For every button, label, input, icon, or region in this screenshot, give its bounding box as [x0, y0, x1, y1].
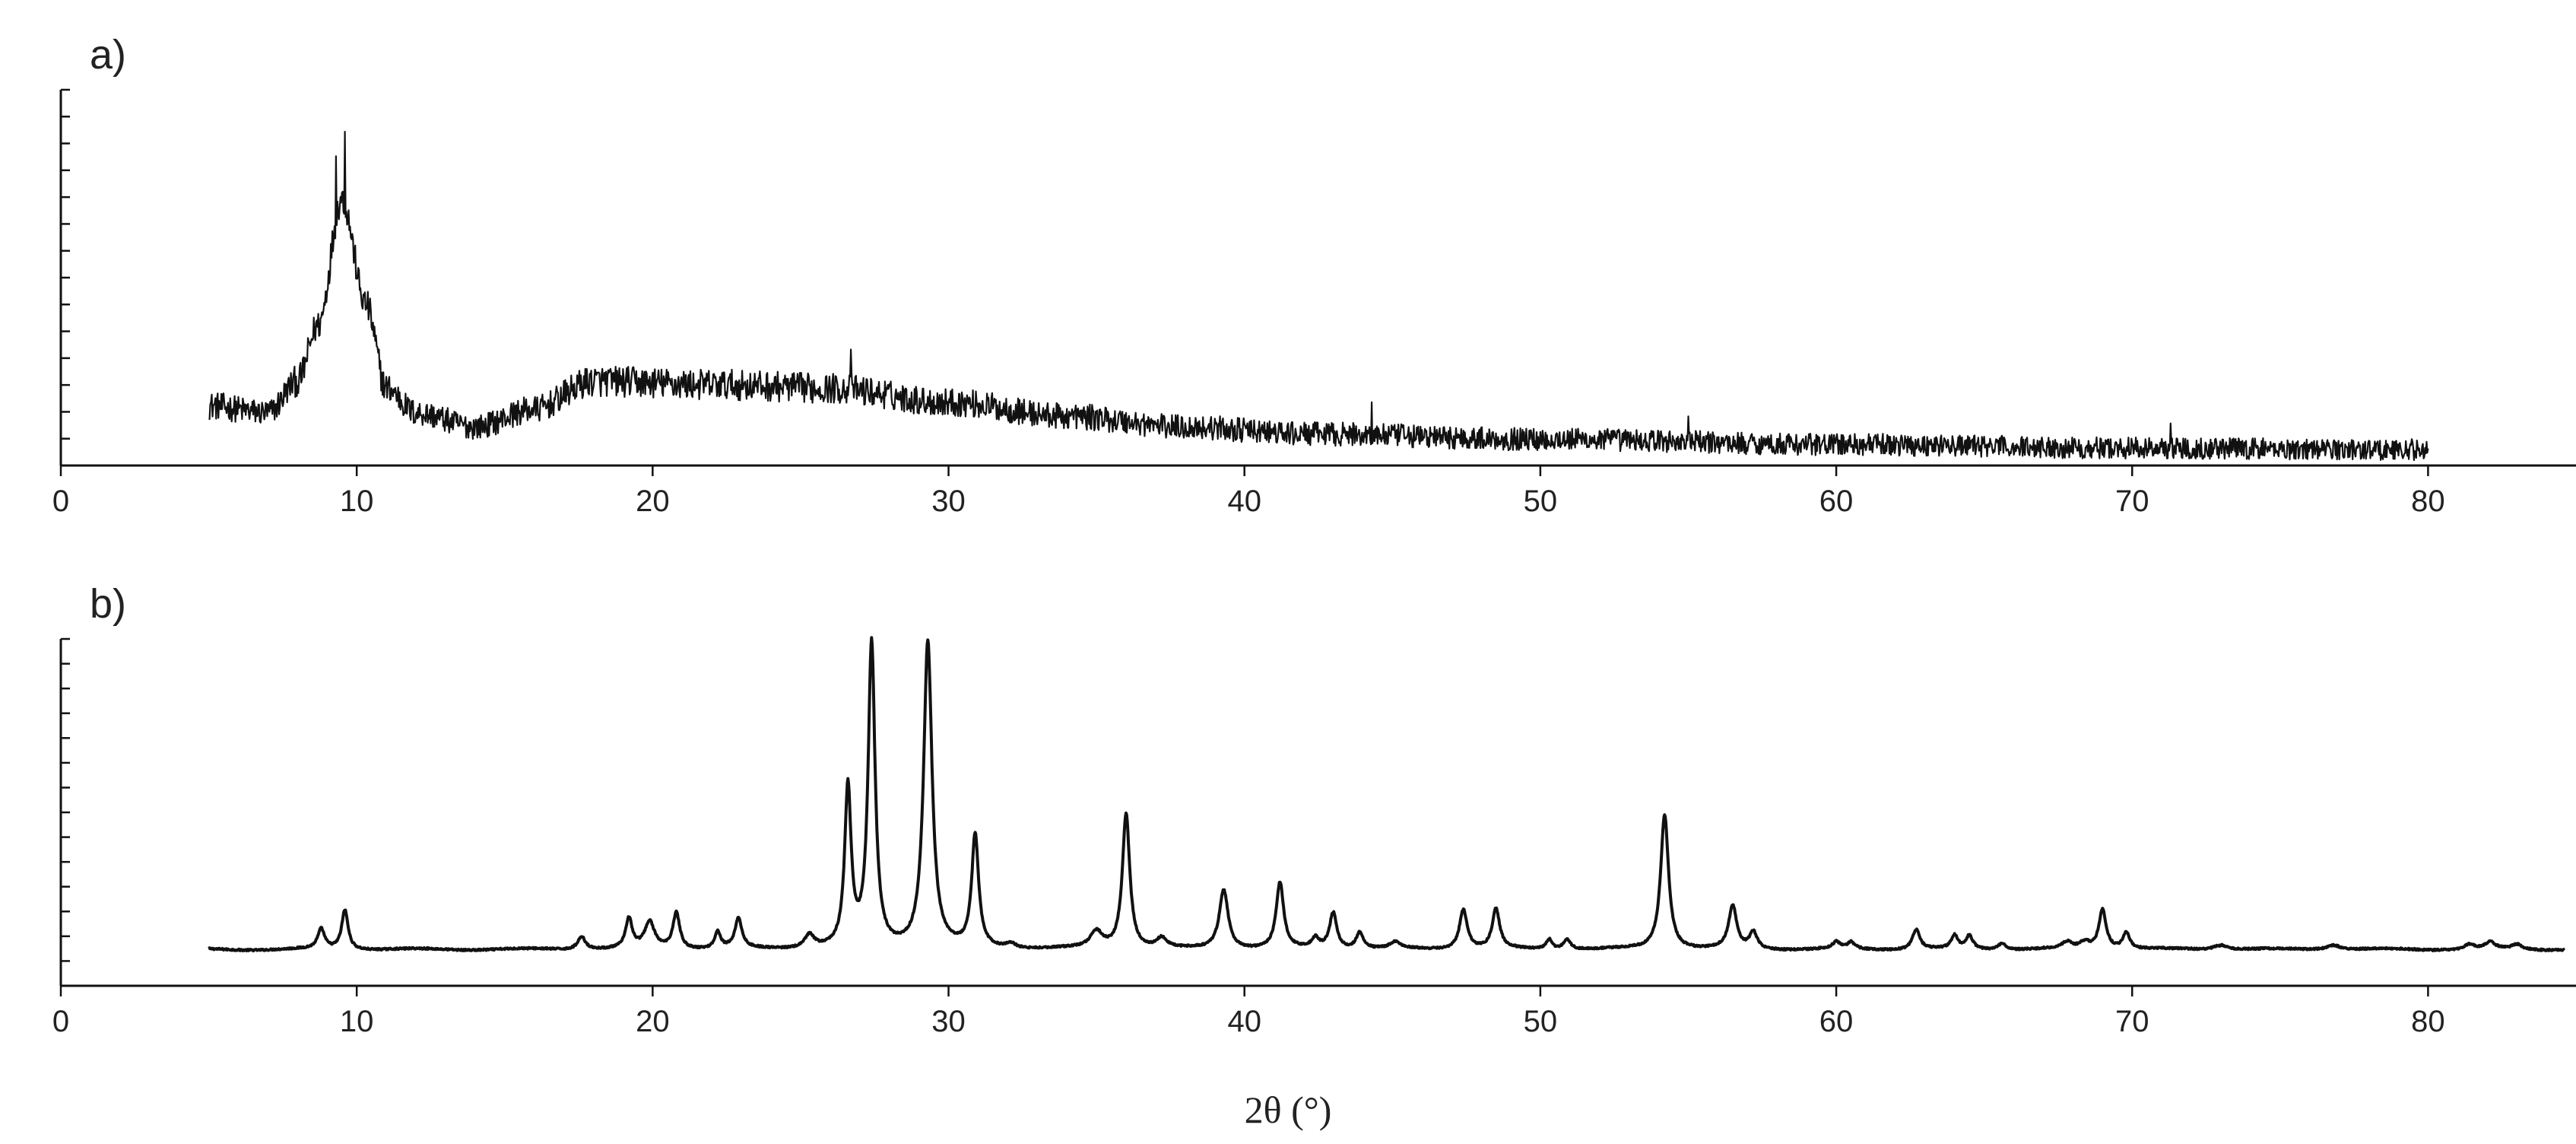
x-tick-label: 40 [1227, 1005, 1261, 1038]
x-tick-label: 30 [931, 485, 966, 518]
x-tick-label: 20 [636, 1005, 670, 1038]
x-tick-label: 50 [1524, 485, 1558, 518]
x-tick-label: 60 [1819, 1005, 1854, 1038]
panel-b-x-ticks: 0 10 20 30 40 50 60 70 80 [52, 986, 2445, 1038]
x-tick-label: 80 [2411, 1005, 2445, 1038]
x-tick-label: 50 [1524, 1005, 1558, 1038]
panel-b-label: b) [90, 581, 126, 627]
x-tick-label: 10 [340, 1005, 374, 1038]
panel-a-x-ticks: 0 10 20 30 40 50 60 70 80 [52, 466, 2445, 518]
x-tick-label: 80 [2411, 485, 2445, 518]
x-axis-title: 2θ (°) [1245, 1088, 1332, 1131]
panel-a-label: a) [90, 32, 126, 78]
panel-a-pattern-line [208, 131, 2429, 462]
panel-b-chart: b) 0 10 20 30 40 50 60 70 80 [52, 581, 2576, 1038]
panel-a-chart: a) 0 10 20 30 40 50 60 70 80 [52, 32, 2576, 518]
x-tick-label: 0 [52, 1005, 69, 1038]
x-tick-label: 70 [2115, 485, 2149, 518]
x-tick-label: 0 [52, 485, 69, 518]
x-tick-label: 20 [636, 485, 670, 518]
panel-b-y-ticks [61, 637, 70, 987]
panel-a-y-ticks [61, 88, 70, 467]
panel-b-pattern-line [208, 636, 2566, 953]
x-tick-label: 60 [1819, 485, 1854, 518]
x-tick-label: 70 [2115, 1005, 2149, 1038]
x-tick-label: 40 [1227, 485, 1261, 518]
x-tick-label: 30 [931, 1005, 966, 1038]
x-tick-label: 10 [340, 485, 374, 518]
